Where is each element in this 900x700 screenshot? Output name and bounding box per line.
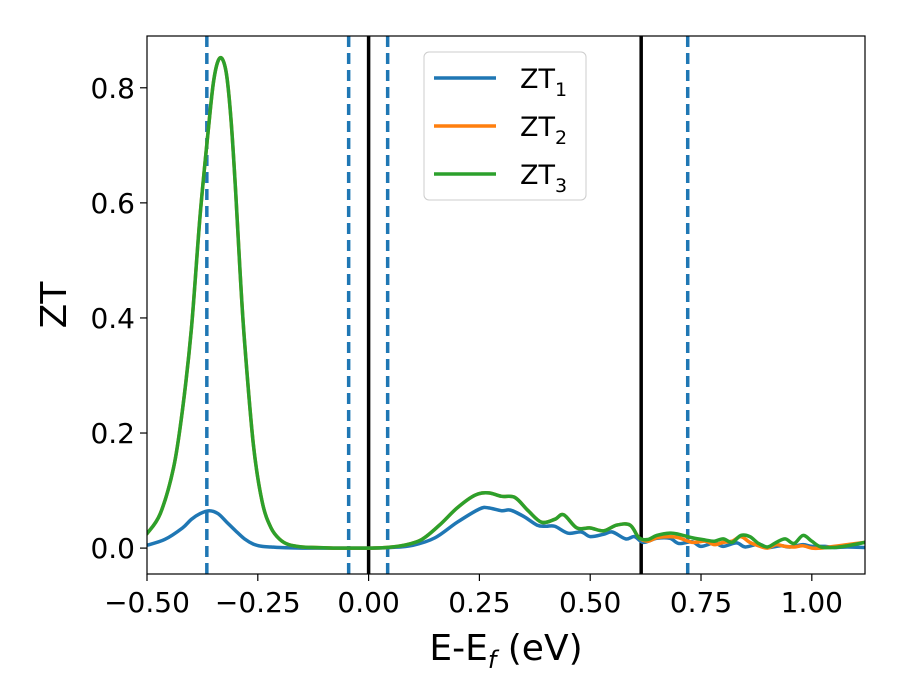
y-tick-label: 0.8 [90,72,135,105]
x-axis-label: E-Ef (eV) [429,628,582,674]
x-tick-label: 0.75 [670,586,732,619]
x-tick-label: 1.00 [781,586,843,619]
legend-label-zt3: ZT3 [520,160,567,197]
reference-lines [205,36,690,574]
legend: ZT1 ZT2 ZT3 [423,51,587,201]
x-tick-label: 0.25 [448,586,510,619]
y-tick-label: 0.4 [90,302,135,335]
x-tick-label: 0.00 [337,586,399,619]
plot-frame [146,35,866,575]
y-tick-label: 0.2 [90,417,135,450]
x-axis-ticks: −0.50 −0.25 0.00 0.25 0.50 0.75 1.00 [104,574,843,619]
legend-label-zt1: ZT1 [520,64,567,101]
y-tick-label: 0.6 [90,187,135,220]
y-tick-label: 0.0 [90,532,135,565]
x-tick-label: −0.50 [104,586,190,619]
y-axis-label: ZT [34,281,75,329]
y-axis-ticks: 0.0 0.2 0.4 0.6 0.8 [90,72,147,565]
x-tick-label: 0.50 [559,586,621,619]
series-line-zt3 [147,55,865,550]
legend-box [423,51,587,201]
x-tick-label: −0.25 [215,586,301,619]
series-lines [147,55,865,551]
legend-label-zt2: ZT2 [520,112,567,149]
